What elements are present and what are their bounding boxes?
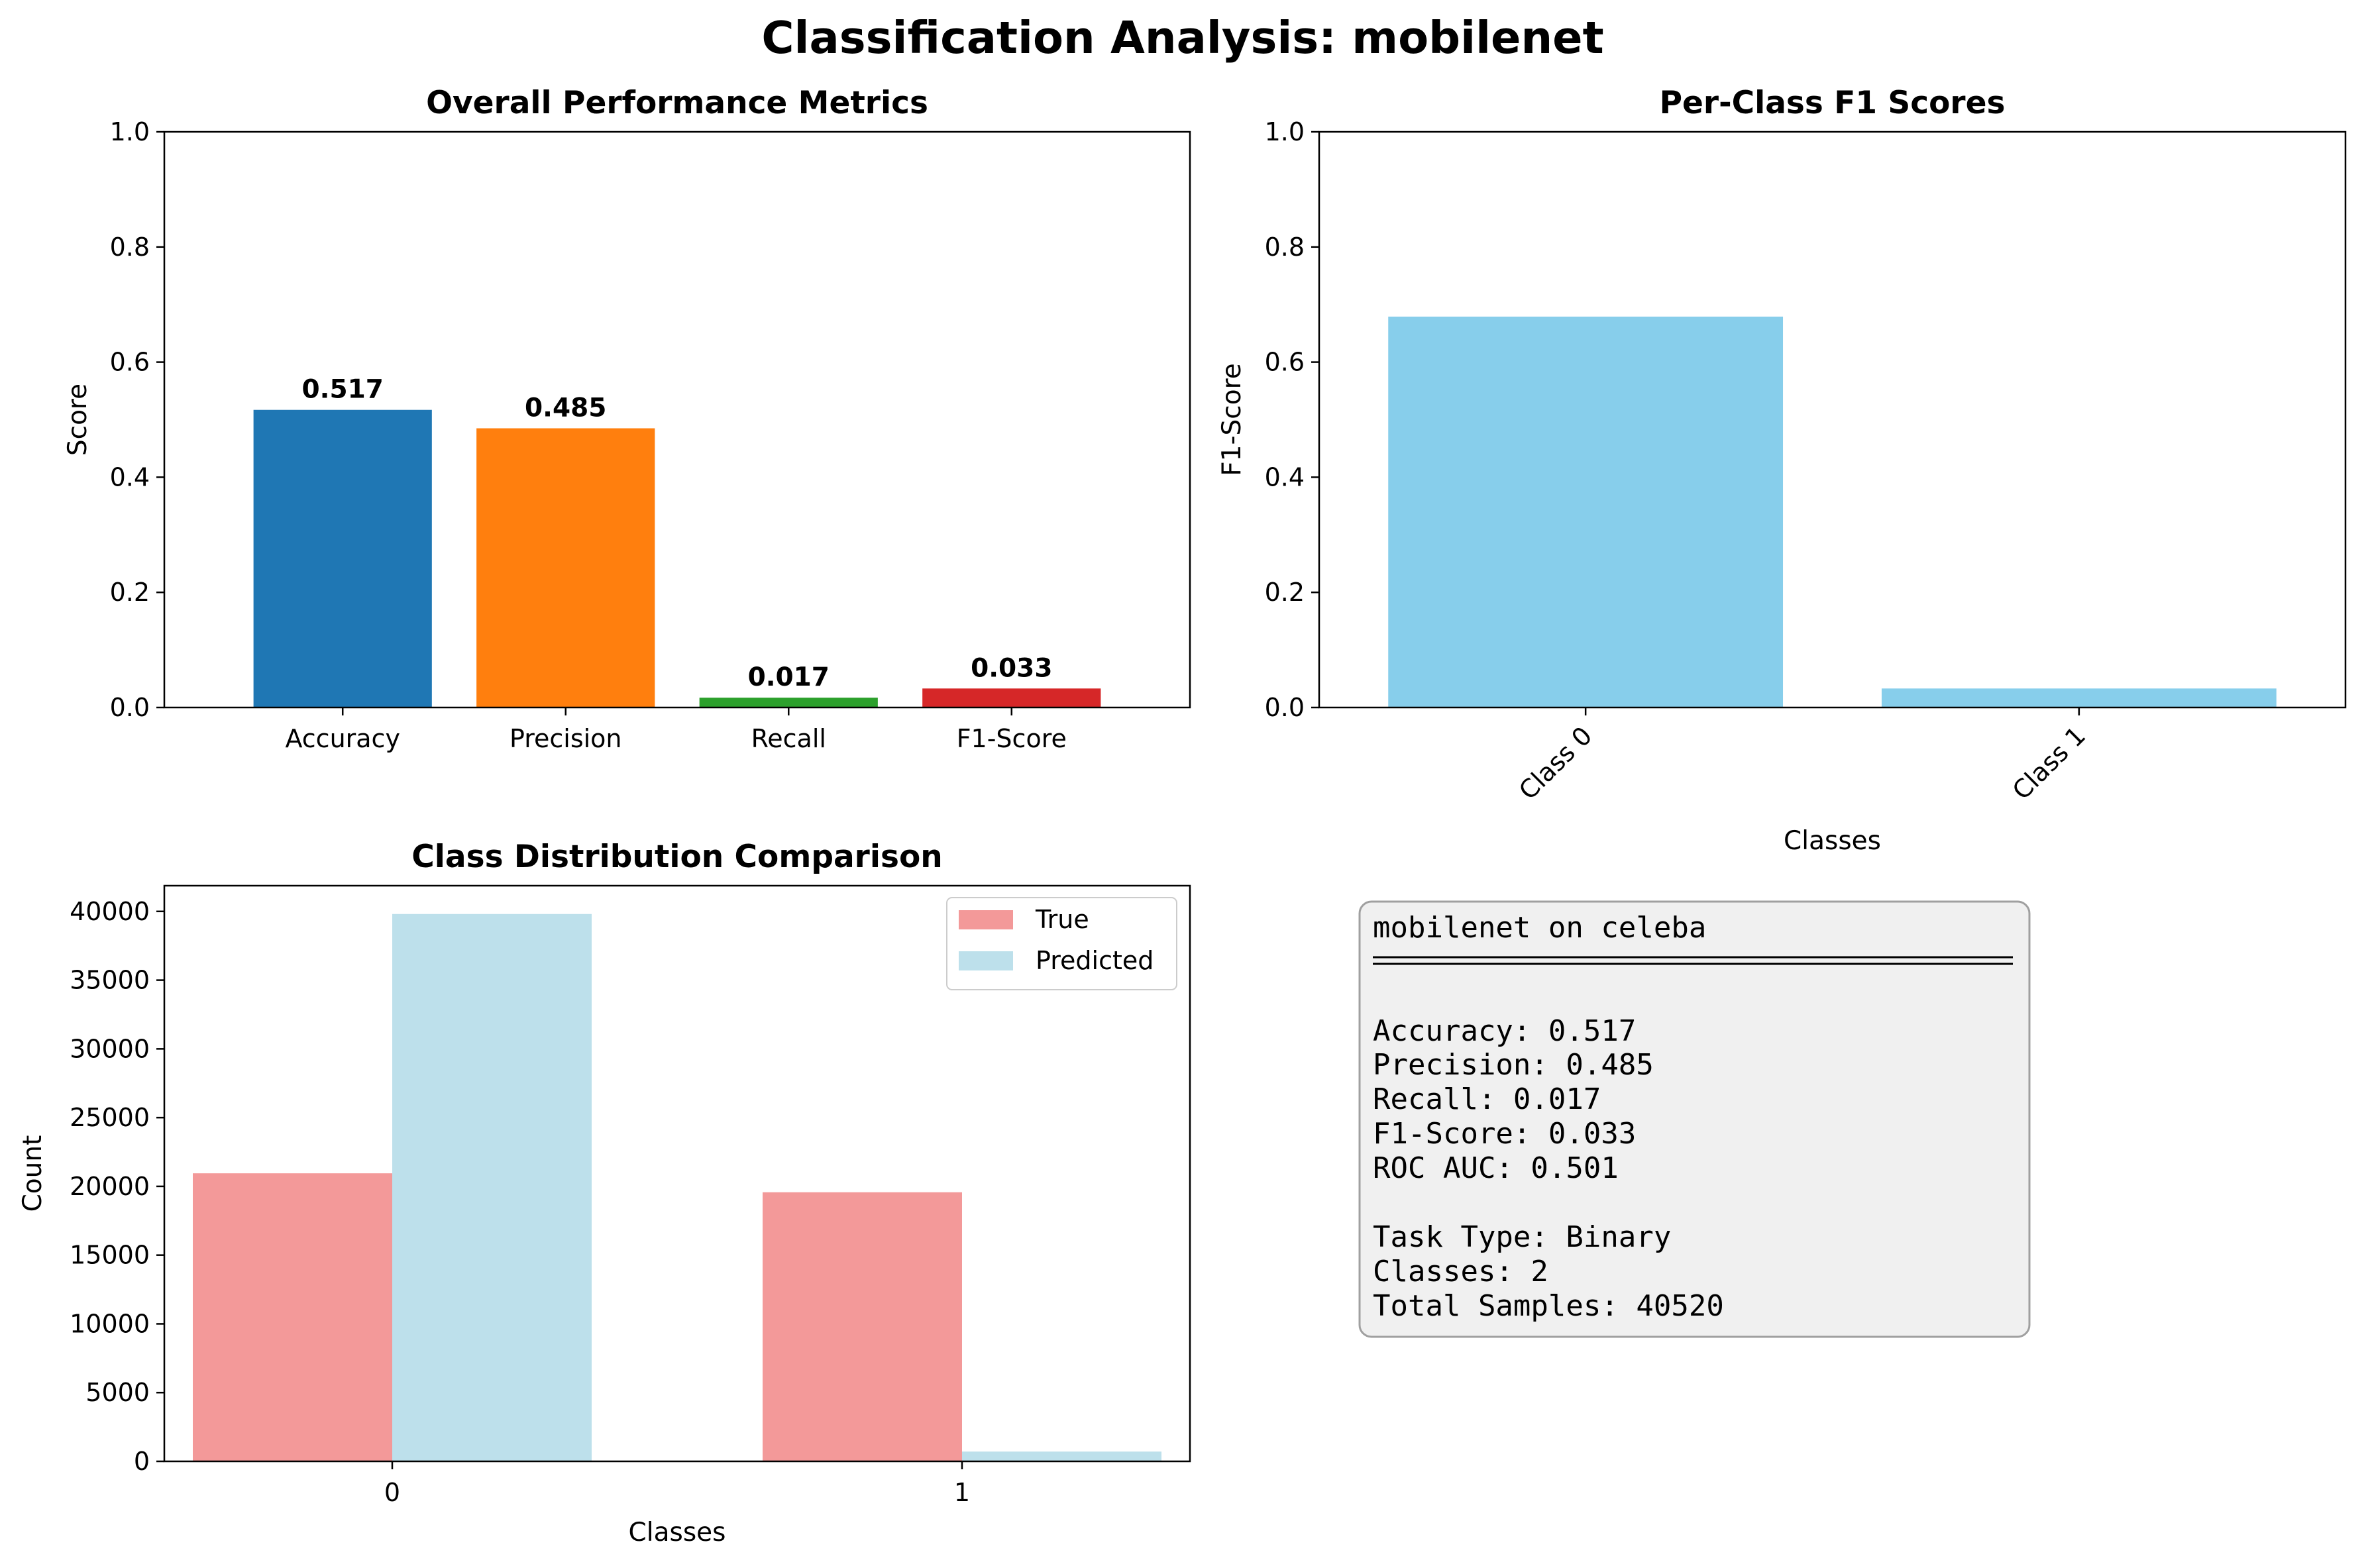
y-axis-label: F1-Score <box>1217 363 1247 476</box>
class-distribution-chart: 0 1 0 5000 10000 15000 20000 25000 30000 35000 400… <box>18 839 1191 1547</box>
axes-frame <box>163 131 1191 709</box>
bar-value-label: 0.033 <box>971 653 1052 683</box>
bar-predicted-class-0 <box>392 914 592 1461</box>
summary-line: Classes: 2 <box>1373 1255 1548 1288</box>
y-tick-label: 0.0 <box>1265 693 1305 722</box>
summary-line: Accuracy: 0.517 <box>1373 1014 1636 1048</box>
y-tick-label: 0.0 <box>110 693 150 722</box>
overall-metrics-chart: 0.517 Accuracy 0.485 Precision 0.017 Recall 0.… <box>63 85 1191 753</box>
y-tick-label: 0.8 <box>1265 233 1305 262</box>
summary-line: Total Samples: 40520 <box>1373 1289 1724 1323</box>
x-tick-label: Class 0 <box>1513 721 1597 805</box>
bar-class-1 <box>1881 688 2277 707</box>
y-tick-label: 15000 <box>70 1241 150 1270</box>
bar-predicted-class-1 <box>962 1451 1161 1461</box>
bar-value-label: 0.517 <box>302 375 384 405</box>
y-tick-label: 0.4 <box>1265 462 1305 492</box>
bar-value-label: 0.017 <box>748 662 830 692</box>
x-axis-label: Classes <box>1784 826 1881 856</box>
y-tick-label: 0.4 <box>110 462 150 492</box>
summary-text-box: mobilenet on celeba Accuracy: 0.517 Prec… <box>1358 900 2031 1338</box>
x-tick-label: Recall <box>751 724 826 753</box>
y-tick-label: 0.2 <box>1265 578 1305 607</box>
y-tick-label: 20000 <box>70 1172 150 1201</box>
y-tick-label: 0.6 <box>110 348 150 377</box>
bar-recall <box>699 698 878 707</box>
y-axis-label: Score <box>63 384 93 456</box>
per-class-f1-chart: Class 0 Class 1 0.0 0.2 0.4 0.6 0.8 1.0 Per-Clas… <box>1217 85 2347 856</box>
legend-label: Predicted <box>1036 946 1154 975</box>
panel-title: Class Distribution Comparison <box>411 839 942 875</box>
summary-box-background <box>1358 900 2031 1338</box>
legend-swatch <box>959 951 1013 970</box>
x-tick-label: Precision <box>510 724 622 753</box>
bar-value-label: 0.485 <box>525 393 606 423</box>
bar-accuracy <box>253 409 432 707</box>
y-tick-label: 5000 <box>85 1378 150 1407</box>
x-tick-label: 0 <box>384 1478 400 1507</box>
axes-frame <box>163 884 1191 1463</box>
y-tick-label: 1.0 <box>110 117 150 146</box>
bar-true-class-1 <box>763 1192 962 1461</box>
x-tick-label: Accuracy <box>285 724 400 753</box>
x-tick-label: F1-Score <box>957 724 1067 753</box>
y-tick-label: 40000 <box>70 897 150 926</box>
legend-swatch <box>959 910 1013 929</box>
bar-class-0 <box>1388 316 1784 708</box>
y-tick-label: 10000 <box>70 1309 150 1338</box>
x-tick-label: Class 1 <box>2007 721 2091 805</box>
summary-line: Recall: 0.017 <box>1373 1082 1601 1116</box>
x-axis-label: Classes <box>629 1518 726 1547</box>
bar-f1-score <box>922 688 1101 707</box>
summary-line: ROC AUC: 0.501 <box>1373 1151 1619 1185</box>
bar-precision <box>476 428 655 707</box>
y-tick-label: 0.6 <box>1265 348 1305 377</box>
bar-true-class-0 <box>193 1173 392 1461</box>
y-tick-label: 25000 <box>70 1103 150 1132</box>
y-tick-label: 0 <box>134 1447 150 1476</box>
legend-label: True <box>1035 905 1089 934</box>
y-axis-label: Count <box>18 1135 48 1212</box>
y-tick-label: 30000 <box>70 1034 150 1063</box>
y-tick-label: 0.2 <box>110 578 150 607</box>
figure-title: Classification Analysis: mobilenet <box>761 12 1603 64</box>
legend: True Predicted <box>946 897 1177 990</box>
summary-line: Precision: 0.485 <box>1373 1048 1654 1082</box>
axes-frame <box>1318 131 2347 709</box>
y-tick-label: 1.0 <box>1265 117 1305 146</box>
x-tick-label: 1 <box>954 1478 970 1507</box>
panel-title: Overall Performance Metrics <box>426 85 928 121</box>
y-tick-label: 0.8 <box>110 233 150 262</box>
summary-line: Task Type: Binary <box>1373 1220 1671 1254</box>
summary-line: F1-Score: 0.033 <box>1373 1117 1636 1151</box>
summary-header: mobilenet on celeba <box>1373 911 1706 945</box>
panel-title: Per-Class F1 Scores <box>1660 85 2006 121</box>
y-tick-label: 35000 <box>70 966 150 995</box>
